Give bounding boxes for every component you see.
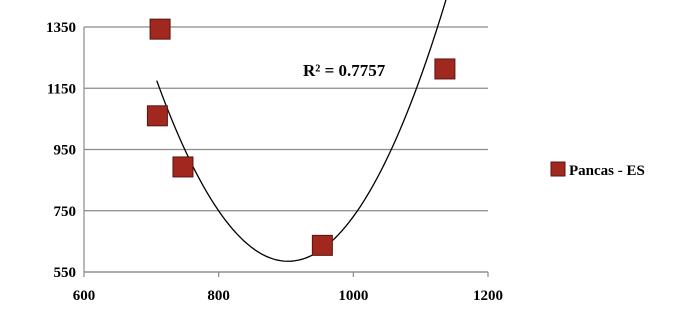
x-tick-label: 1000 <box>338 288 368 304</box>
x-tick-label: 600 <box>73 288 96 304</box>
gridlines <box>84 26 488 273</box>
data-point <box>311 234 333 256</box>
data-point <box>172 156 194 178</box>
legend-label: Pancas - ES <box>569 163 645 179</box>
y-tick-label: 1150 <box>47 81 76 97</box>
y-tick-label: 1350 <box>46 20 76 36</box>
y-tick-label: 550 <box>54 265 77 281</box>
y-tick-label: 750 <box>54 204 77 220</box>
y-tick-labels: 550 750 950 1150 1350 <box>46 20 76 281</box>
legend-marker <box>550 161 566 177</box>
y-tick-label: 950 <box>54 143 77 159</box>
axes <box>83 27 489 277</box>
x-tick-label: 800 <box>207 288 230 304</box>
data-point <box>146 105 168 127</box>
polynomial-trendline <box>156 0 447 262</box>
data-points <box>146 18 456 256</box>
x-tick-label: 1200 <box>473 288 503 304</box>
data-point <box>434 58 456 80</box>
x-tick-labels: 600 800 1000 1200 <box>73 288 503 304</box>
legend: Pancas - ES <box>550 161 645 179</box>
r-squared-label: R² = 0.7757 <box>303 61 386 80</box>
data-point <box>149 18 171 40</box>
